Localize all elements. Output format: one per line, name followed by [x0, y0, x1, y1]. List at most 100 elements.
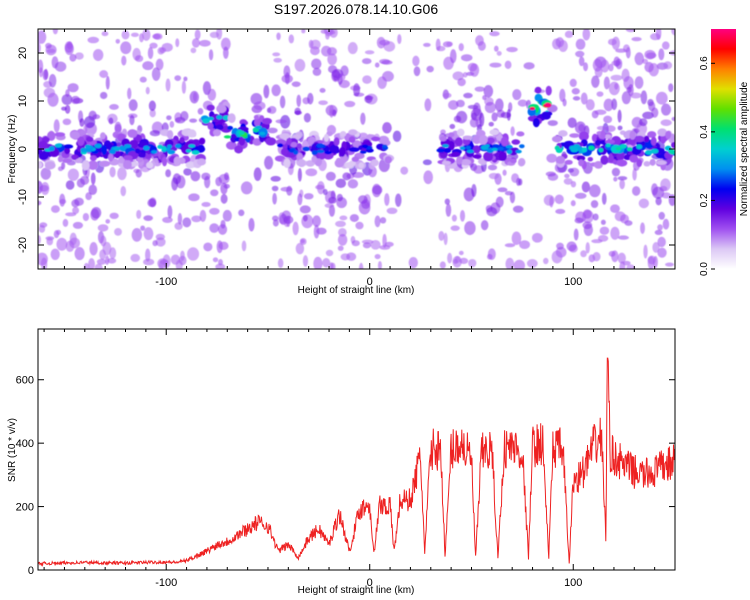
- spectrogram-speckle: [310, 39, 321, 50]
- spectrogram-speckle: [362, 242, 372, 249]
- spectrogram-peak-spot: [605, 143, 611, 148]
- spectrogram-speckle: [135, 168, 142, 178]
- spectrogram-speckle: [222, 209, 232, 222]
- spectrogram-speckle: [473, 102, 481, 117]
- spectrogram-speckle: [374, 215, 381, 228]
- spectrogram-speckle: [339, 215, 348, 221]
- spectrogram-speckle: [313, 224, 320, 239]
- spectrogram-speckle: [272, 219, 279, 227]
- spectrogram-speckle: [575, 50, 585, 58]
- spectrogram-peak-spot: [459, 146, 466, 150]
- spectrogram-speckle: [130, 253, 141, 263]
- spectrogram-band-blob: [311, 155, 317, 163]
- spectrogram-speckle: [613, 176, 618, 182]
- spectrogram-speckle: [644, 49, 656, 60]
- spectrogram-speckle: [79, 118, 85, 127]
- spectrogram-peak-spot: [293, 150, 299, 155]
- spectrogram-speckle: [191, 215, 202, 223]
- spectrogram-speckle: [51, 56, 59, 69]
- spectrogram-speckle: [180, 111, 189, 122]
- spectrogram-band-blob: [265, 137, 277, 146]
- spectrogram-speckle: [279, 95, 286, 109]
- spectrogram-speckle: [634, 52, 645, 66]
- spectrogram-peak-spot: [216, 115, 223, 120]
- spectrogram-band-blob: [600, 129, 606, 140]
- spectrogram-band-blob: [443, 147, 452, 153]
- spectrogram-band-blob: [129, 139, 139, 149]
- spectrogram-peak-spot: [465, 145, 471, 150]
- spectrogram-band-blob: [329, 144, 340, 154]
- spectrogram-peak-spot: [581, 147, 588, 153]
- spectrogram-speckle: [62, 118, 72, 126]
- spectrogram-band-blob: [462, 135, 473, 140]
- spectrogram-speckle: [327, 53, 338, 66]
- spectrogram-speckle: [337, 233, 348, 246]
- spectrogram-band-blob: [518, 157, 526, 167]
- spectrogram-band-blob: [238, 136, 246, 146]
- spectrogram-band-blob: [629, 154, 639, 163]
- spectrogram-speckle: [64, 104, 71, 114]
- spectrogram-speckle: [654, 229, 663, 236]
- spectrogram-speckle: [263, 84, 270, 99]
- spectrogram-band-blob: [348, 147, 360, 153]
- spectrogram-band-blob: [197, 144, 205, 152]
- spectrogram-band-blob: [63, 144, 74, 149]
- spectrogram-speckle: [322, 257, 331, 268]
- spectrogram-speckle: [580, 250, 587, 258]
- spectrogram-speckle: [543, 257, 549, 265]
- spectrogram-speckle: [271, 84, 281, 97]
- spectrogram-band-blob: [79, 130, 87, 136]
- spectrogram-speckle: [142, 29, 151, 41]
- spectrogram-speckle: [362, 75, 372, 84]
- spectrogram-speckle: [454, 255, 461, 264]
- spectrogram-speckle: [277, 258, 284, 269]
- spectrogram-speckle: [488, 172, 499, 180]
- spectrogram-peak-spot: [277, 143, 284, 148]
- colorbar-tick-label: 0.2: [699, 193, 710, 207]
- spectrogram-band-blob: [280, 148, 289, 156]
- spectrogram-speckle: [621, 91, 631, 105]
- spectrogram-band-blob: [545, 85, 552, 96]
- spectrogram-peak-spot: [497, 146, 504, 151]
- spectrogram-speckle: [296, 94, 302, 107]
- spectrogram-speckle: [617, 252, 626, 264]
- spectrogram-speckle: [608, 63, 614, 72]
- spectrogram-band-blob: [498, 151, 507, 162]
- spectrogram-speckle: [109, 247, 117, 259]
- spectrogram-band-blob: [483, 151, 494, 162]
- spectrogram-band-blob: [114, 150, 121, 159]
- spectrogram-speckle: [65, 89, 70, 98]
- spectrogram-speckle: [108, 117, 114, 125]
- spectrogram-speckle: [220, 193, 228, 204]
- spectrogram-speckle: [479, 112, 485, 127]
- spectrogram-speckle: [658, 48, 665, 61]
- spectrogram-speckle: [325, 249, 334, 257]
- spectrogram-speckle: [546, 153, 558, 163]
- spectrogram-band-blob: [44, 161, 56, 170]
- spectrogram-band-blob: [352, 140, 362, 148]
- spectrogram-speckle: [199, 39, 211, 47]
- spectrogram-speckle: [194, 29, 201, 40]
- spectrogram-speckle: [50, 248, 60, 260]
- spectrogram-speckle: [491, 112, 498, 122]
- spectrogram-speckle: [208, 49, 214, 61]
- spectrogram-speckle: [458, 43, 464, 52]
- spectrogram-speckle: [610, 226, 620, 240]
- spectrogram-band-blob: [252, 138, 262, 146]
- spectrogram-speckle: [386, 207, 398, 215]
- spectrogram-speckle: [89, 242, 98, 256]
- spectrogram-band-blob: [472, 154, 482, 159]
- spectrogram-speckle: [617, 125, 623, 131]
- snr-y-tick-label: 200: [16, 502, 34, 514]
- spectrogram-peak-spot: [324, 150, 332, 155]
- spectrogram-band-blob: [225, 141, 237, 150]
- spectrogram-band-blob: [447, 140, 455, 151]
- spectrogram-speckle: [114, 121, 122, 133]
- spectrogram-speckle: [165, 169, 171, 178]
- spectrogram-speckle: [574, 121, 586, 134]
- spectrogram-speckle: [484, 101, 496, 114]
- spectrogram-speckle: [451, 214, 457, 222]
- spectrogram-speckle: [305, 168, 318, 177]
